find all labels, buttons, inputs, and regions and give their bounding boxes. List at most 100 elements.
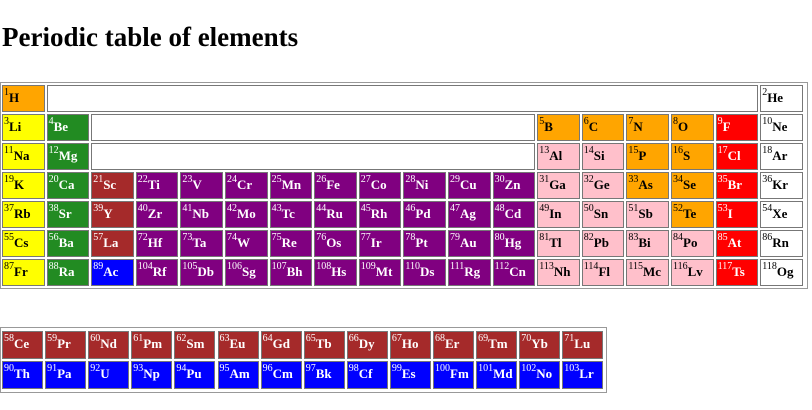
element-cell[interactable]: 8O	[671, 114, 714, 141]
element-cell[interactable]: 75Re	[269, 230, 313, 257]
element-cell[interactable]: 82Pb	[581, 230, 625, 257]
element-cell[interactable]: 22Ti	[135, 172, 179, 199]
element-cell[interactable]: 16S	[671, 143, 714, 170]
element-cell[interactable]: 81Tl	[537, 230, 580, 257]
element-cell[interactable]: 3Li	[2, 114, 45, 141]
element-cell[interactable]: 59Pr	[45, 331, 87, 359]
element-cell[interactable]: 107Bh	[269, 259, 313, 286]
element-cell[interactable]: 12Mg	[46, 143, 90, 170]
element-cell[interactable]: 56Ba	[46, 230, 90, 257]
element-cell[interactable]: 76Os	[314, 230, 357, 257]
element-cell[interactable]: 116Lv	[671, 259, 714, 286]
element-cell[interactable]: 44Ru	[314, 201, 357, 228]
element-cell[interactable]: 104Rf	[135, 259, 179, 286]
element-cell[interactable]: 24Cr	[225, 172, 268, 199]
element-cell[interactable]: 11Na	[2, 143, 45, 170]
element-cell[interactable]: 6C	[581, 114, 625, 141]
element-cell[interactable]: 114Fl	[581, 259, 625, 286]
element-cell[interactable]: 58Ce	[2, 331, 44, 359]
element-cell[interactable]: 18Ar	[760, 143, 803, 170]
element-cell[interactable]: 77Ir	[358, 230, 402, 257]
element-cell[interactable]: 105Db	[180, 259, 223, 286]
element-cell[interactable]: 43Tc	[269, 201, 313, 228]
element-cell[interactable]: 113Nh	[537, 259, 580, 286]
element-cell[interactable]: 45Rh	[358, 201, 402, 228]
element-cell[interactable]: 71Lu	[562, 331, 604, 359]
element-cell[interactable]: 39Y	[91, 201, 134, 228]
element-cell[interactable]: 42Mo	[225, 201, 268, 228]
element-cell[interactable]: 28Ni	[403, 172, 446, 199]
element-cell[interactable]: 115Mc	[626, 259, 669, 286]
element-cell[interactable]: 30Zn	[492, 172, 536, 199]
element-cell[interactable]: 88Ra	[46, 259, 90, 286]
element-cell[interactable]: 9F	[715, 114, 759, 141]
element-cell[interactable]: 33As	[626, 172, 669, 199]
element-cell[interactable]: 100Fm	[433, 361, 475, 389]
element-cell[interactable]: 38Sr	[46, 201, 90, 228]
element-cell[interactable]: 60Nd	[88, 331, 130, 359]
element-cell[interactable]: 35Br	[715, 172, 759, 199]
element-cell[interactable]: 49In	[537, 201, 580, 228]
element-cell[interactable]: 92U	[88, 361, 130, 389]
element-cell[interactable]: 2He	[760, 85, 803, 112]
element-cell[interactable]: 50Sn	[581, 201, 625, 228]
element-cell[interactable]: 67Ho	[389, 331, 431, 359]
element-cell[interactable]: 83Bi	[626, 230, 669, 257]
element-cell[interactable]: 41Nb	[180, 201, 223, 228]
element-cell[interactable]: 5B	[537, 114, 580, 141]
element-cell[interactable]: 87Fr	[2, 259, 45, 286]
element-cell[interactable]: 108Hs	[314, 259, 357, 286]
element-cell[interactable]: 21Sc	[91, 172, 134, 199]
element-cell[interactable]: 40Zr	[135, 201, 179, 228]
element-cell[interactable]: 62Sm	[174, 331, 216, 359]
element-cell[interactable]: 17Cl	[715, 143, 759, 170]
element-cell[interactable]: 32Ge	[581, 172, 625, 199]
element-cell[interactable]: 13Al	[537, 143, 580, 170]
element-cell[interactable]: 54Xe	[760, 201, 803, 228]
element-cell[interactable]: 96Cm	[260, 361, 302, 389]
element-cell[interactable]: 95Am	[217, 361, 259, 389]
element-cell[interactable]: 79Au	[448, 230, 491, 257]
element-cell[interactable]: 36Kr	[760, 172, 803, 199]
element-cell[interactable]: 80Hg	[492, 230, 536, 257]
element-cell[interactable]: 23V	[180, 172, 223, 199]
element-cell[interactable]: 89Ac	[91, 259, 134, 286]
element-cell[interactable]: 72Hf	[135, 230, 179, 257]
element-cell[interactable]: 93Np	[131, 361, 173, 389]
element-cell[interactable]: 101Md	[476, 361, 518, 389]
element-cell[interactable]: 7N	[626, 114, 669, 141]
element-cell[interactable]: 20Ca	[46, 172, 90, 199]
element-cell[interactable]: 103Lr	[562, 361, 604, 389]
element-cell[interactable]: 117Ts	[715, 259, 759, 286]
element-cell[interactable]: 47Ag	[448, 201, 491, 228]
element-cell[interactable]: 74W	[225, 230, 268, 257]
element-cell[interactable]: 70Yb	[519, 331, 561, 359]
element-cell[interactable]: 55Cs	[2, 230, 45, 257]
element-cell[interactable]: 48Cd	[492, 201, 536, 228]
element-cell[interactable]: 34Se	[671, 172, 714, 199]
element-cell[interactable]: 111Rg	[448, 259, 491, 286]
element-cell[interactable]: 97Bk	[303, 361, 345, 389]
element-cell[interactable]: 86Rn	[760, 230, 803, 257]
element-cell[interactable]: 84Po	[671, 230, 714, 257]
element-cell[interactable]: 26Fe	[314, 172, 357, 199]
element-cell[interactable]: 91Pa	[45, 361, 87, 389]
element-cell[interactable]: 61Pm	[131, 331, 173, 359]
element-cell[interactable]: 68Er	[433, 331, 475, 359]
element-cell[interactable]: 52Te	[671, 201, 714, 228]
element-cell[interactable]: 94Pu	[174, 361, 216, 389]
element-cell[interactable]: 78Pt	[403, 230, 446, 257]
element-cell[interactable]: 37Rb	[2, 201, 45, 228]
element-cell[interactable]: 102No	[519, 361, 561, 389]
element-cell[interactable]: 63Eu	[217, 331, 259, 359]
element-cell[interactable]: 29Cu	[448, 172, 491, 199]
element-cell[interactable]: 90Th	[2, 361, 44, 389]
element-cell[interactable]: 31Ga	[537, 172, 580, 199]
element-cell[interactable]: 14Si	[581, 143, 625, 170]
element-cell[interactable]: 65Tb	[303, 331, 345, 359]
element-cell[interactable]: 69Tm	[476, 331, 518, 359]
element-cell[interactable]: 19K	[2, 172, 45, 199]
element-cell[interactable]: 110Ds	[403, 259, 446, 286]
element-cell[interactable]: 118Og	[760, 259, 803, 286]
element-cell[interactable]: 25Mn	[269, 172, 313, 199]
